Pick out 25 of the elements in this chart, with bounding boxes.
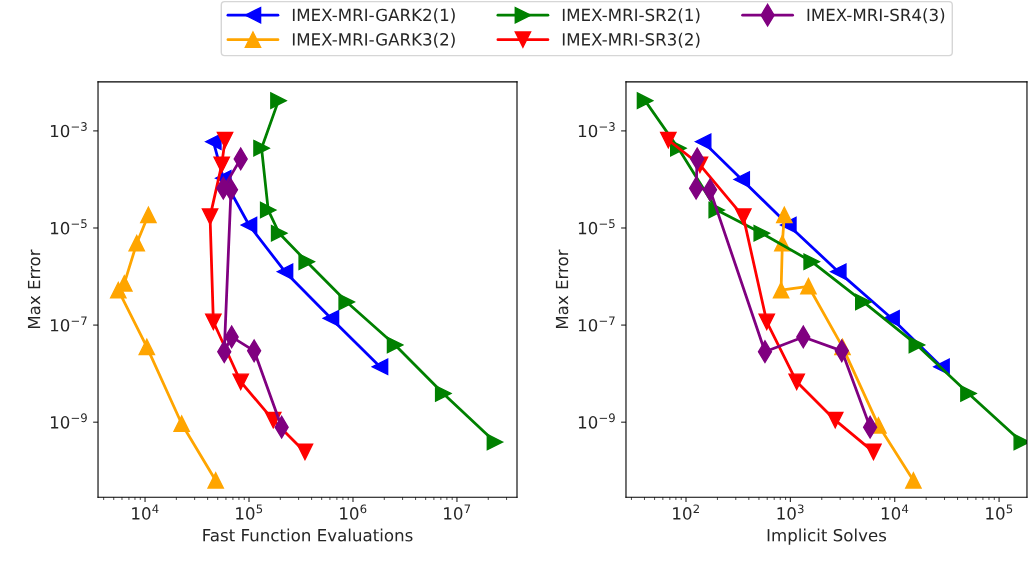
y-tick-label: 10$^{−3}$ [50, 122, 87, 138]
x-tick-label: 10$^{5}$ [236, 504, 263, 520]
x-tick-label: 10$^{6}$ [340, 504, 367, 520]
y-axis-title: Max Error [27, 249, 41, 329]
x-tick-label: 10$^{5}$ [986, 504, 1013, 520]
y-tick-label: 10$^{−9}$ [50, 413, 87, 429]
y-tick-label: 10$^{−9}$ [578, 413, 615, 429]
y-tick-label: 10$^{−3}$ [578, 122, 615, 138]
legend-label: IMEX-MRI-SR3(2) [562, 32, 700, 48]
x-tick-label: 10$^{3}$ [777, 504, 804, 520]
legend-label: IMEX-MRI-SR4(3) [807, 8, 945, 24]
x-axis-title: Implicit Solves [767, 528, 887, 545]
y-tick-label: 10$^{−5}$ [50, 219, 87, 235]
legend-label: IMEX-MRI-SR2(1) [562, 8, 700, 24]
legend-label: IMEX-MRI-GARK2(1) [292, 8, 455, 24]
x-tick-label: 10$^{4}$ [132, 504, 159, 520]
legend-label: IMEX-MRI-GARK3(2) [292, 32, 455, 48]
y-tick-label: 10$^{−7}$ [50, 316, 87, 332]
x-tick-label: 10$^{7}$ [444, 504, 471, 520]
y-tick-label: 10$^{−7}$ [578, 316, 615, 332]
y-tick-label: 10$^{−5}$ [578, 219, 615, 235]
x-tick-label: 10$^{2}$ [673, 504, 699, 520]
y-axis-title: Max Error [555, 249, 569, 329]
x-tick-label: 10$^{4}$ [881, 504, 909, 520]
x-axis-title: Fast Function Evaluations [203, 528, 413, 542]
